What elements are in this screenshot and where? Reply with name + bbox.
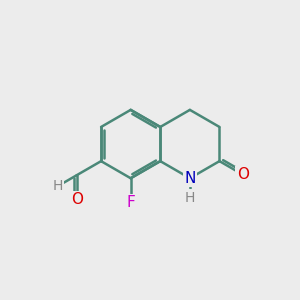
- Text: O: O: [70, 192, 83, 207]
- Text: H: H: [53, 179, 63, 193]
- Text: H: H: [185, 190, 195, 205]
- Text: N: N: [184, 171, 196, 186]
- Text: F: F: [126, 195, 135, 210]
- Text: O: O: [237, 167, 249, 182]
